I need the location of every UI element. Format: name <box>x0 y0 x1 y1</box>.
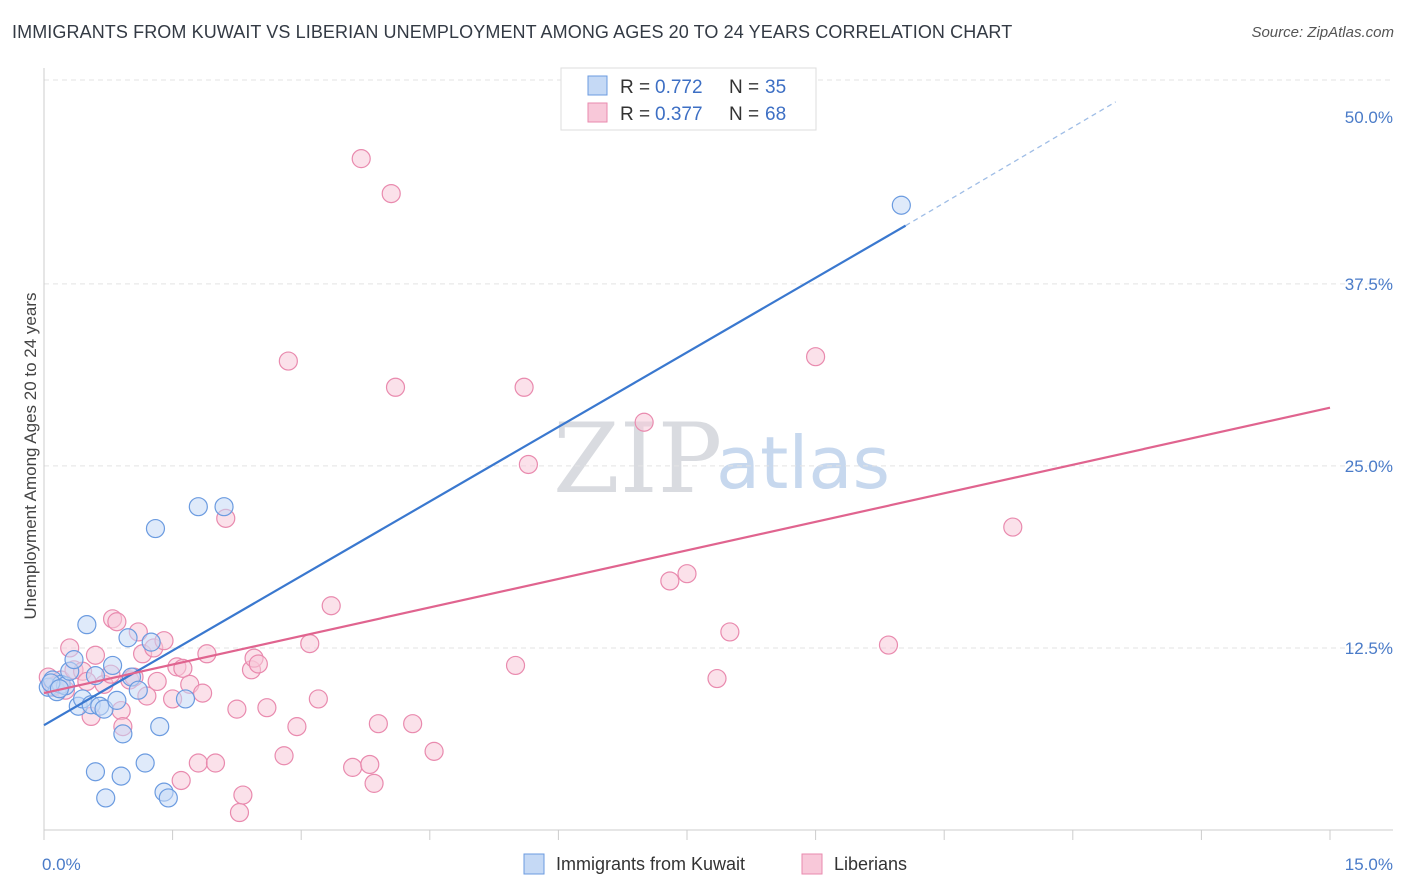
bottom-legend-swatch-liberians <box>801 853 823 875</box>
legend-swatch-liberians <box>587 102 608 123</box>
liberians-point <box>278 351 298 371</box>
watermark: ZIP atlas <box>553 403 890 515</box>
liberians-point <box>287 717 307 737</box>
kuwait-point <box>111 766 131 786</box>
chart-title: IMMIGRANTS FROM KUWAIT VS LIBERIAN UNEMP… <box>12 22 1013 42</box>
kuwait-trend-extension <box>905 101 1116 227</box>
liberians-point <box>720 622 740 642</box>
kuwait-point <box>113 724 133 744</box>
y-axis-label: Unemployment Among Ages 20 to 24 years <box>21 293 40 620</box>
legend-n-label-kuwait: N = <box>729 77 759 98</box>
svg-text:atlas: atlas <box>716 421 890 505</box>
liberians-point <box>205 753 226 773</box>
liberians-point <box>364 773 384 793</box>
y-tick-label: 50.0% <box>1345 108 1393 127</box>
liberians-point <box>424 741 444 761</box>
kuwait-point <box>64 650 84 670</box>
legend-r-value-kuwait: 0.772 <box>655 77 703 98</box>
trend-lines <box>43 101 1331 727</box>
kuwait-trend-line <box>43 224 907 727</box>
kuwait-point <box>214 497 234 517</box>
liberians-point <box>257 698 277 718</box>
legend-r-value-liberians: 0.377 <box>655 104 703 125</box>
liberians-point <box>107 612 127 632</box>
liberians-point <box>248 654 268 674</box>
liberians-point <box>197 644 217 664</box>
y-tick-labels: 12.5% 25.0% 37.5% 50.0% <box>1345 108 1393 658</box>
liberians-point <box>360 754 380 775</box>
liberians-point <box>300 633 320 654</box>
legend-swatch-kuwait <box>587 75 608 96</box>
kuwait-point <box>135 753 155 773</box>
kuwait-point <box>85 762 106 782</box>
bottom-legend-label-liberians: Liberians <box>834 854 907 874</box>
kuwait-point <box>118 628 138 648</box>
x-tick-marks <box>43 830 1331 840</box>
x-tick-labels: 0.0% 15.0% <box>42 855 1393 874</box>
kuwait-point <box>891 195 911 215</box>
bottom-legend-swatch-kuwait <box>523 853 545 875</box>
chart-source: Source: ZipAtlas.com <box>1251 24 1394 41</box>
liberians-point <box>505 655 526 676</box>
liberians-point <box>660 571 680 591</box>
liberians-point <box>233 785 253 805</box>
liberians-point <box>707 668 727 689</box>
bottom-legend-label-kuwait: Immigrants from Kuwait <box>556 854 745 874</box>
kuwait-point <box>141 632 161 652</box>
kuwait-point <box>175 689 196 709</box>
liberians-point <box>385 377 406 397</box>
liberians-point <box>321 596 341 616</box>
kuwait-point <box>128 680 148 700</box>
liberians-point <box>677 564 697 584</box>
legend-n-value-kuwait: 35 <box>765 77 786 98</box>
kuwait-point <box>188 497 208 517</box>
kuwait-point <box>102 655 123 676</box>
liberians-point <box>343 757 363 777</box>
liberians-point <box>171 770 191 791</box>
liberians-point <box>147 671 167 692</box>
liberians-point <box>193 683 213 703</box>
liberians-point <box>878 635 899 655</box>
kuwait-point <box>77 615 97 635</box>
liberians-point <box>308 689 328 709</box>
liberians-point <box>368 714 388 734</box>
gridlines <box>44 79 1393 649</box>
stats-legend: R = 0.772 N = 35 R = 0.377 N = 68 <box>560 67 817 131</box>
liberians-point <box>351 149 371 169</box>
legend-n-label-liberians: N = <box>729 104 759 125</box>
kuwait-point <box>96 788 116 808</box>
legend-n-value-liberians: 68 <box>765 104 786 125</box>
legend-r-label-kuwait: R = <box>620 77 650 98</box>
liberians-point <box>85 645 106 665</box>
x-tick-label: 15.0% <box>1345 855 1393 874</box>
y-tick-label: 12.5% <box>1345 639 1393 658</box>
legend-r-label-liberians: R = <box>620 104 650 125</box>
kuwait-point <box>107 690 127 710</box>
liberians-point <box>403 714 423 734</box>
liberians-point <box>518 454 538 475</box>
liberians-point <box>805 347 826 367</box>
liberians-point <box>381 183 401 204</box>
y-tick-label: 37.5% <box>1345 275 1393 294</box>
liberians-point <box>227 699 247 719</box>
liberians-point <box>634 412 654 432</box>
liberians-point <box>1003 517 1023 537</box>
liberians-trend-line <box>43 406 1331 695</box>
kuwait-point <box>145 518 166 539</box>
kuwait-point <box>150 717 170 737</box>
series-legend: Immigrants from Kuwait Liberians <box>523 853 907 875</box>
liberians-point <box>229 802 250 823</box>
y-tick-label: 25.0% <box>1345 457 1393 476</box>
kuwait-point <box>158 788 178 808</box>
liberians-point <box>274 746 294 766</box>
liberians-point <box>188 753 208 773</box>
liberians-point <box>514 377 534 397</box>
x-tick-label: 0.0% <box>42 855 81 874</box>
